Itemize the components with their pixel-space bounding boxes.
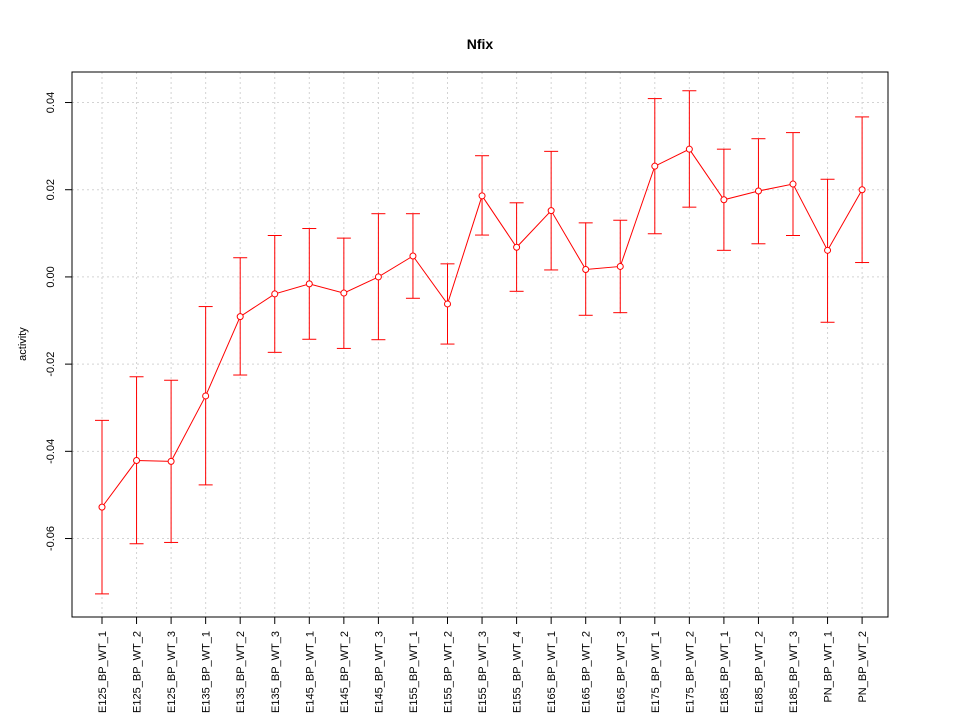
x-tick-label: PN_BP_WT_1 (823, 631, 835, 703)
x-tick-label: E135_BP_WT_3 (270, 631, 282, 713)
x-tick-label: E135_BP_WT_1 (201, 631, 213, 713)
x-tick-label: E185_BP_WT_1 (719, 631, 731, 713)
y-axis: -0.06 -0.04 -0.02 0.00 0.02 0.04 (45, 92, 72, 551)
x-tick-label: E155_BP_WT_4 (512, 631, 524, 713)
data-point (547, 207, 555, 215)
data-point (582, 266, 590, 274)
x-tick-label: E145_BP_WT_2 (339, 631, 351, 713)
x-tick-label: E125_BP_WT_1 (97, 631, 109, 713)
data-point (444, 300, 451, 308)
x-tick-label: E145_BP_WT_3 (373, 631, 385, 713)
data-point (167, 457, 175, 465)
y-tick-label: 0.04 (45, 92, 57, 113)
x-tick-label: E175_BP_WT_2 (684, 631, 696, 713)
data-point (202, 392, 210, 400)
data-point (754, 187, 762, 195)
data-point (720, 196, 728, 204)
x-tick-label: E175_BP_WT_1 (650, 631, 662, 713)
x-axis: E125_BP_WT_1 E125_BP_WT_2 E125_BP_WT_3 E135… (97, 617, 869, 713)
y-tick-label: 0.00 (45, 266, 57, 287)
x-tick-label: E185_BP_WT_2 (753, 631, 765, 713)
x-tick-label: E155_BP_WT_1 (408, 631, 420, 713)
y-tick-label: -0.06 (45, 526, 57, 551)
data-point (236, 313, 244, 321)
data-point (478, 192, 486, 200)
x-tick-label: E155_BP_WT_2 (443, 631, 455, 713)
x-tick-label: E165_BP_WT_1 (546, 631, 558, 713)
x-tick-label: E135_BP_WT_2 (235, 631, 247, 713)
data-point (685, 145, 693, 153)
data-point (98, 503, 106, 511)
data-point (824, 246, 832, 254)
y-tick-label: -0.04 (45, 439, 57, 464)
data-point (651, 162, 659, 170)
x-tick-label: E165_BP_WT_2 (581, 631, 593, 713)
x-tick-label: E125_BP_WT_2 (132, 631, 144, 713)
data-point (340, 289, 348, 297)
data-point (616, 262, 624, 270)
x-tick-label: E155_BP_WT_3 (477, 631, 489, 713)
data-point (789, 180, 797, 188)
chart-title: Nfix (467, 36, 494, 52)
grid (72, 72, 888, 617)
series (95, 90, 870, 595)
data-point (409, 252, 417, 260)
y-axis-label: activity (17, 327, 29, 361)
x-tick-label: E145_BP_WT_1 (304, 631, 316, 713)
data-point (271, 290, 279, 298)
data-point (858, 186, 866, 194)
x-tick-label: PN_BP_WT_2 (857, 631, 869, 703)
y-tick-label: -0.02 (45, 352, 57, 377)
x-tick-label: E185_BP_WT_3 (788, 631, 800, 713)
x-tick-label: E125_BP_WT_3 (166, 631, 178, 713)
x-tick-label: E165_BP_WT_3 (615, 631, 627, 713)
plot-frame (71, 71, 889, 618)
data-point (513, 243, 521, 251)
data-point (305, 280, 313, 288)
data-point (133, 456, 141, 464)
data-point (374, 273, 382, 281)
y-tick-label: 0.02 (45, 179, 57, 200)
